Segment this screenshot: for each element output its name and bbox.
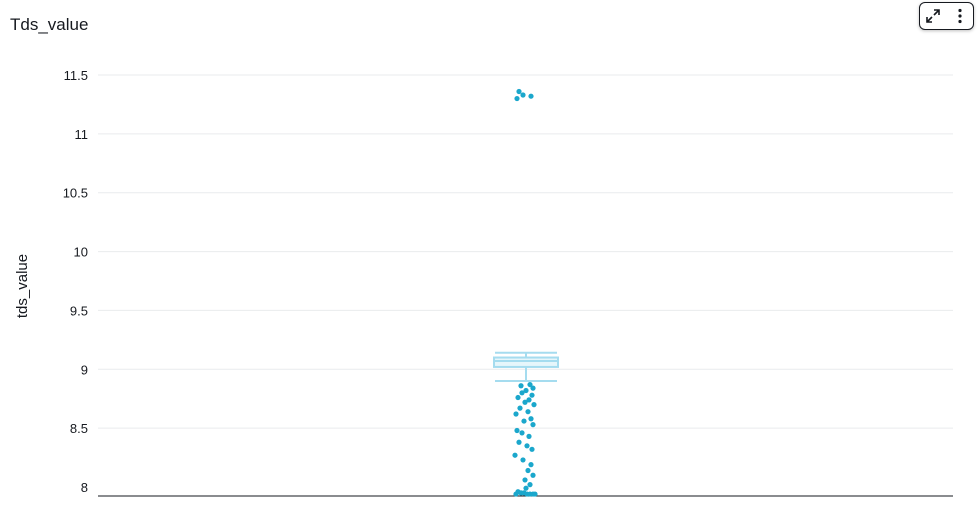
y-tick-label: 9 [81,362,88,377]
outlier-point [518,383,524,389]
outlier-point [532,491,538,497]
outlier-point [526,397,532,403]
y-tick-label: 8 [81,480,88,495]
outlier-point [528,93,534,99]
chart-toolbar [919,2,974,30]
outlier-point [529,392,535,398]
outlier-point [530,472,536,478]
outlier-point [514,427,520,434]
outlier-point [521,418,527,424]
outlier-point [513,411,519,417]
outlier-point [523,387,529,394]
outlier-point [527,381,533,388]
outlier-point [531,402,537,408]
outlier-point [517,405,523,411]
y-tick-label: 9.5 [70,303,88,318]
outlier-point [524,443,530,449]
outlier-point [525,467,531,474]
outlier-point [516,439,522,445]
y-tick-label: 8.5 [70,421,88,436]
y-axis-title: tds_value [14,254,31,318]
outlier-point [530,422,536,428]
outlier-point [515,394,521,401]
chart-title: Tds_value [10,15,89,34]
box [493,351,559,383]
y-tick-label: 10.5 [63,186,88,201]
outlier-point [520,457,526,463]
outlier-point [522,399,528,405]
outlier-point [512,452,518,458]
outlier-point [523,485,529,491]
outlier-point [526,433,532,439]
outlier-point [529,446,535,452]
outlier-point [528,462,534,468]
outlier-point [520,92,526,98]
outlier-point [516,88,522,95]
expand-icon[interactable] [921,4,945,28]
box-iqr [493,356,559,368]
outlier-point [530,385,536,391]
outlier-point [527,482,533,488]
y-tick-label: 11.5 [64,68,88,83]
outlier-point [513,491,519,497]
outlier-point [519,430,525,436]
y-tick-label: 10 [74,245,88,260]
y-axis-ticks: 8 8.5 9 9.5 10 10.5 11 11.5 [63,68,88,495]
outlier-point [514,95,520,102]
outlier-point [525,409,531,415]
outlier-points [512,88,538,497]
outlier-point [528,416,534,422]
vertical-dots-icon[interactable] [948,4,972,28]
outlier-point [522,477,528,483]
y-tick-label: 11 [75,127,89,142]
outlier-point [519,390,525,396]
